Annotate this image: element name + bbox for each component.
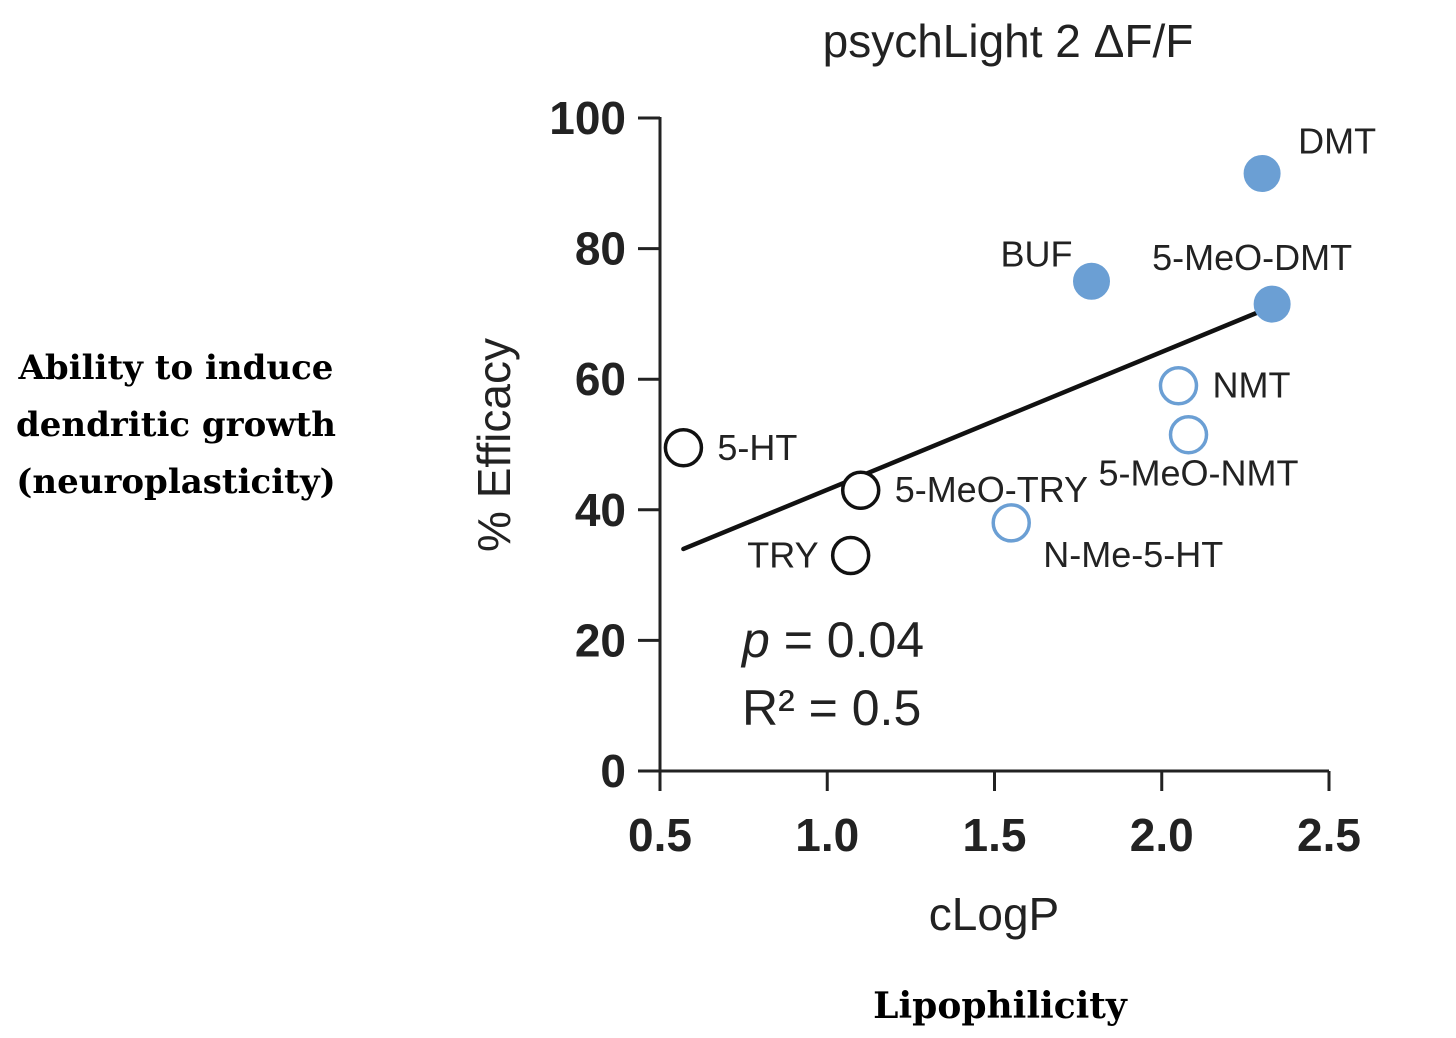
data-point xyxy=(1243,155,1281,193)
p-value: = 0.04 xyxy=(770,612,924,668)
point-label: 5-HT xyxy=(717,427,797,468)
point-label: 5-MeO-TRY xyxy=(895,469,1088,510)
data-point xyxy=(840,470,881,510)
x-tick-label: 1.5 xyxy=(963,809,1027,861)
p-symbol: p xyxy=(740,612,770,668)
data-point xyxy=(830,535,871,576)
annotation-line-2: dendritic growth xyxy=(16,405,336,445)
y-tick-label: 80 xyxy=(575,223,626,275)
data-point xyxy=(1073,262,1111,300)
y-tick-label: 100 xyxy=(549,92,626,144)
axes: 0 20 40 60 80 100 0.5 1.0 1.5 2.0 2.5 xyxy=(549,92,1361,861)
data-point xyxy=(1253,285,1291,323)
point-label: 5-MeO-DMT xyxy=(1152,237,1352,278)
x-axis-label: cLogP xyxy=(929,888,1059,940)
point-label: NMT xyxy=(1212,365,1290,406)
x-tick-label: 2.0 xyxy=(1130,809,1194,861)
y-tick-label: 60 xyxy=(575,353,626,405)
data-point xyxy=(991,503,1031,543)
x-tick-label: 0.5 xyxy=(628,809,692,861)
annotation-line-3: (neuroplasticity) xyxy=(16,462,336,502)
y-axis-label: % Efficacy xyxy=(468,338,520,552)
point-label: BUF xyxy=(1001,233,1073,274)
point-label: TRY xyxy=(747,535,818,576)
data-point xyxy=(1168,414,1209,455)
y-tick-label: 20 xyxy=(575,614,626,666)
y-axis-annotation: Ability to induce dendritic growth (neur… xyxy=(0,340,352,511)
r2-annotation: R² = 0.5 xyxy=(742,680,921,736)
x-tick-label: 2.5 xyxy=(1297,809,1361,861)
y-tick-label: 0 xyxy=(600,745,626,797)
chart-title: psychLight 2 ΔF/F xyxy=(823,15,1194,67)
fit-line-group xyxy=(681,308,1265,552)
regression-line xyxy=(681,308,1265,552)
y-tick-label: 40 xyxy=(575,484,626,536)
data-point xyxy=(663,428,704,468)
x-tick-label: 1.0 xyxy=(795,809,859,861)
point-label: DMT xyxy=(1298,121,1376,162)
point-label: 5-MeO-NMT xyxy=(1099,453,1299,494)
points-group xyxy=(663,155,1291,576)
x-axis-annotation: Lipophilicity xyxy=(873,985,1127,1027)
point-label: N-Me-5-HT xyxy=(1043,534,1223,575)
point-labels-group: 5-HT 5-MeO-TRY TRY N-Me-5-HT NMT 5-MeO-NMT BUF… xyxy=(717,121,1376,576)
p-value-annotation: p = 0.04 xyxy=(740,612,924,668)
data-point xyxy=(1158,365,1199,406)
annotation-line-1: Ability to induce xyxy=(18,348,334,388)
